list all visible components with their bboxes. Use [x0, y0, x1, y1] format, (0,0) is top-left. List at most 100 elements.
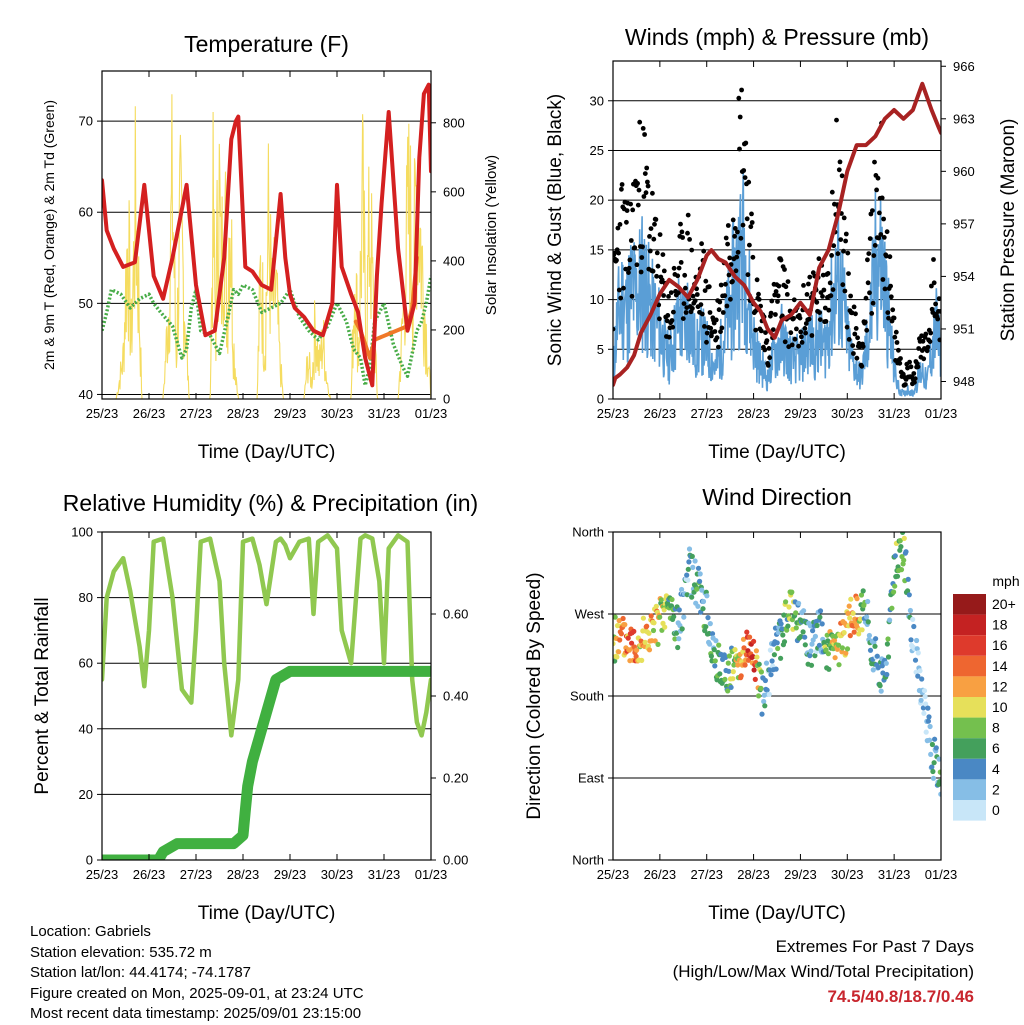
dir-xtick-label: 31/23	[878, 867, 911, 882]
gust-point	[837, 159, 843, 165]
gust-point	[853, 311, 858, 317]
direction-point	[752, 676, 758, 683]
gust-point	[714, 335, 720, 341]
gust-point	[654, 273, 659, 279]
direction-point	[901, 557, 907, 563]
direction-point	[735, 662, 741, 668]
direction-point	[846, 603, 852, 609]
direction-point	[618, 631, 625, 637]
gust-point	[862, 319, 868, 325]
wind-xtick-label: 26/23	[644, 406, 677, 421]
rh-xlabel: Time (Day/UTC)	[198, 903, 336, 924]
gust-point	[851, 304, 857, 310]
direction-point	[778, 621, 784, 627]
gust-point	[626, 265, 632, 271]
direction-point	[800, 629, 806, 635]
direction-point	[767, 647, 774, 653]
temperature-panel: 25/23 26/23 27/23 28/23 29/23 30/23 31/23 01/23…	[41, 31, 500, 463]
gust-point	[924, 348, 930, 354]
gust-point	[634, 262, 640, 268]
legend-label: 6	[992, 740, 1000, 756]
direction-point	[832, 655, 838, 661]
wind-xtick-label: 01/23	[925, 406, 958, 421]
rh-xtick-label: 25/23	[86, 867, 119, 882]
gust-point	[814, 299, 820, 305]
gust-point	[630, 207, 636, 213]
gust-point	[789, 342, 795, 348]
gust-point	[664, 318, 670, 324]
direction-point	[925, 718, 932, 724]
direction-point	[646, 647, 653, 653]
direction-point	[778, 655, 784, 661]
gust-point	[799, 340, 805, 345]
wind-ylabel-right: Station Pressure (Maroon)	[998, 119, 1019, 342]
temp-xtick-label: 28/23	[227, 406, 260, 421]
gust-point	[703, 278, 709, 284]
direction-point	[679, 626, 685, 632]
direction-point	[845, 610, 851, 617]
direction-point	[762, 677, 769, 684]
gust-point	[782, 267, 787, 272]
direction-point	[844, 646, 851, 652]
temp-ytick-right-label: 200	[443, 322, 465, 337]
gust-point	[923, 331, 929, 337]
direction-point	[918, 697, 924, 703]
direction-plot-area	[613, 532, 941, 797]
direction-point	[836, 662, 842, 668]
direction-point	[793, 625, 799, 631]
gust-point	[654, 250, 660, 256]
gust-point	[882, 286, 888, 292]
gust-point	[758, 328, 764, 334]
gust-point	[845, 250, 851, 256]
gust-point	[896, 347, 901, 353]
direction-point	[616, 618, 622, 624]
gust-point	[841, 215, 847, 221]
gust-point	[884, 229, 890, 235]
direction-point	[851, 629, 857, 635]
legend-swatch	[953, 800, 986, 821]
direction-point	[779, 626, 785, 632]
gust-point	[897, 360, 903, 366]
gust-point	[616, 250, 621, 256]
direction-point	[847, 615, 853, 621]
gust-point	[850, 343, 856, 348]
gust-point	[657, 316, 662, 322]
direction-point	[783, 599, 789, 605]
direction-point	[793, 610, 799, 616]
direction-point	[675, 644, 681, 651]
direction-point	[730, 676, 736, 682]
direction-point	[613, 614, 618, 620]
dir-ylabel: Direction (Colored By Speed)	[524, 572, 545, 819]
direction-point	[711, 647, 717, 653]
gust-point	[717, 299, 723, 305]
gust-point	[888, 294, 894, 300]
gust-point	[928, 330, 934, 336]
winds-plot-area	[613, 81, 941, 397]
gust-point	[908, 364, 914, 370]
direction-point	[825, 638, 831, 644]
gust-point	[821, 287, 827, 293]
direction-point	[884, 671, 890, 678]
direction-point	[725, 660, 731, 666]
gust-point	[676, 265, 682, 271]
direction-point	[913, 669, 919, 675]
direction-point	[762, 703, 768, 709]
gust-point	[683, 310, 689, 315]
direction-point	[932, 736, 938, 742]
gust-point	[890, 307, 896, 313]
gust-point	[937, 337, 941, 343]
gust-point	[887, 254, 893, 260]
temperature-plot-area	[102, 82, 431, 399]
direction-point	[925, 705, 931, 711]
rh-ytick-label: 40	[79, 721, 93, 736]
gust-point	[801, 283, 806, 288]
gust-point	[708, 325, 714, 331]
gust-point	[670, 324, 676, 330]
direction-point	[638, 638, 644, 644]
direction-point	[927, 737, 933, 743]
legend-swatch	[953, 614, 986, 636]
direction-point	[747, 634, 753, 640]
direction-point	[722, 676, 728, 683]
direction-point	[926, 714, 932, 720]
direction-point	[781, 612, 787, 618]
